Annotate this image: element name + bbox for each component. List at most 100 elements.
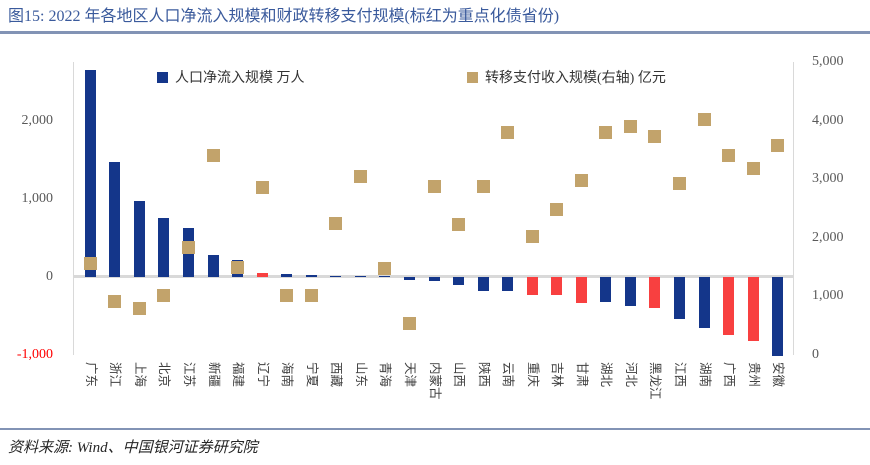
x-axis-label: 新疆: [206, 362, 221, 388]
x-axis-label: 天津: [402, 362, 417, 388]
figure-title: 图15: 2022 年各地区人口净流入规模和财政转移支付规模(标红为重点化债省份…: [8, 8, 560, 25]
legend-swatch-blue-icon: [157, 71, 168, 83]
transfer-square-marker: [329, 216, 343, 230]
x-axis-label: 重庆: [525, 362, 540, 388]
bar: [551, 276, 563, 295]
bar: [133, 201, 145, 277]
footer-divider: [0, 428, 870, 430]
transfer-square-marker: [722, 148, 736, 162]
transfer-square-marker: [304, 289, 318, 303]
transfer-square-marker: [501, 125, 515, 139]
right-axis-tick-label: 0: [812, 347, 819, 362]
bar: [575, 276, 587, 303]
bar: [649, 276, 661, 309]
transfer-square-marker: [83, 257, 97, 271]
left-axis-tick-label: 0: [46, 268, 53, 284]
bar: [723, 276, 735, 335]
bar: [403, 276, 415, 280]
x-axis-label: 广东: [83, 362, 98, 388]
bar: [256, 272, 268, 277]
transfer-square-marker: [746, 161, 760, 175]
bar: [477, 276, 489, 291]
bar: [526, 276, 538, 295]
bar: [84, 69, 96, 277]
transfer-square-marker: [697, 112, 711, 126]
transfer-square-marker: [427, 180, 441, 194]
source-note: 资料来源: Wind、中国银河证券研究院: [8, 440, 258, 456]
transfer-square-marker: [157, 288, 171, 302]
x-axis-label: 广西: [722, 362, 737, 388]
left-axis-tick-label: 1,000: [21, 190, 54, 206]
transfer-square-marker: [132, 301, 146, 315]
x-axis-label: 吉林: [550, 362, 565, 388]
legend-item-population: 人口净流入规模 万人: [157, 67, 305, 87]
right-axis-tick-label: 5,000: [812, 54, 844, 69]
x-axis-label: 上海: [132, 362, 147, 388]
x-axis-label: 湖南: [697, 362, 712, 388]
bar: [772, 276, 784, 356]
transfer-square-marker: [402, 317, 416, 331]
transfer-square-marker: [231, 261, 245, 275]
right-axis-tick-label: 4,000: [812, 112, 844, 128]
bar: [330, 275, 342, 277]
x-axis-label: 河北: [623, 362, 638, 388]
transfer-square-marker: [280, 289, 294, 303]
x-axis-label: 江苏: [181, 362, 196, 388]
bar: [502, 276, 514, 291]
bar: [207, 254, 219, 277]
x-axis-label: 山东: [353, 362, 368, 388]
bar: [453, 276, 465, 286]
x-axis-label: 安徽: [771, 362, 786, 388]
x-axis-label: 江西: [673, 362, 688, 388]
bar: [281, 273, 293, 277]
title-underline: [0, 31, 870, 34]
transfer-square-marker: [255, 181, 269, 195]
legend-label-population: 人口净流入规模 万人: [175, 71, 305, 86]
x-axis-label: 云南: [501, 362, 516, 388]
x-axis-label: 甘肃: [574, 362, 589, 388]
x-axis-label: 黑龙江: [648, 362, 663, 400]
transfer-square-marker: [378, 261, 392, 275]
bar: [600, 276, 612, 302]
x-axis-label: 贵州: [746, 362, 761, 388]
transfer-square-marker: [771, 138, 785, 152]
x-axis-label: 山西: [452, 362, 467, 388]
left-axis-tick-label: 2,000: [21, 112, 54, 128]
x-axis-label: 青海: [378, 362, 393, 388]
transfer-square-marker: [108, 294, 122, 308]
legend-swatch-tan-icon: [467, 71, 478, 83]
transfer-square-marker: [574, 174, 588, 188]
x-axis-label: 海南: [280, 362, 295, 388]
x-axis-label: 北京: [157, 362, 172, 388]
right-axis-tick-label: 3,000: [812, 171, 844, 187]
bar: [109, 162, 121, 277]
x-axis-label: 浙江: [108, 362, 123, 388]
right-axis-tick-label: 1,000: [812, 288, 844, 304]
bar: [624, 276, 636, 306]
x-axis-label: 宁夏: [304, 362, 319, 388]
x-axis-label: 福建: [231, 362, 246, 388]
x-axis-label: 辽宁: [255, 362, 270, 388]
transfer-square-marker: [353, 169, 367, 183]
right-axis-spine: [793, 62, 794, 355]
x-axis-label: 湖北: [599, 362, 614, 388]
bar: [747, 276, 759, 341]
transfer-square-marker: [181, 241, 195, 255]
transfer-square-marker: [599, 126, 613, 140]
bar: [674, 276, 686, 320]
bar: [698, 276, 710, 328]
bar: [379, 276, 391, 277]
right-axis-tick-label: 2,000: [812, 229, 844, 245]
bar: [428, 276, 440, 282]
left-axis-tick-label: -1,000: [16, 347, 53, 362]
bar: [305, 274, 317, 277]
x-axis-label: 内蒙古: [427, 362, 442, 400]
x-axis-label: 西藏: [329, 362, 344, 388]
x-axis-label: 陕西: [476, 362, 491, 388]
transfer-square-marker: [476, 179, 490, 193]
legend-item-transfer: 转移支付收入规模(右轴) 亿元: [467, 67, 666, 87]
transfer-square-marker: [452, 217, 466, 231]
left-axis-spine: [73, 62, 74, 355]
transfer-square-marker: [550, 202, 564, 216]
